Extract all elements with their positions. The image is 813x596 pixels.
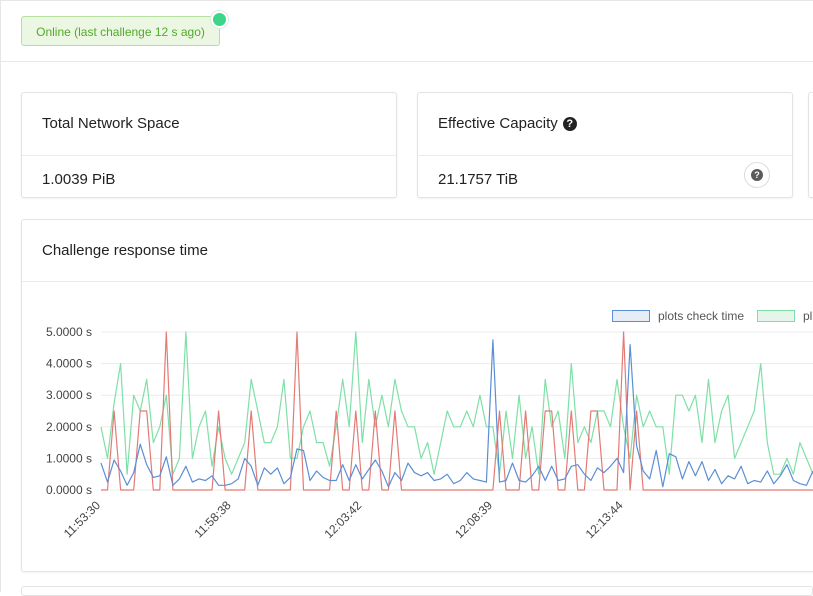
- series-line-series-2[interactable]: [101, 331, 813, 491]
- status-badge: Online (last challenge 12 s ago): [21, 16, 220, 46]
- series-line-pl[interactable]: [100, 331, 813, 475]
- x-tick-label: 11:53:30: [61, 498, 104, 541]
- x-tick-label: 11:58:38: [191, 498, 234, 541]
- top-border: [0, 0, 813, 1]
- offscreen-card: [808, 92, 813, 198]
- network-space-title: Total Network Space: [42, 115, 180, 132]
- chart-grid: [101, 331, 813, 491]
- effective-capacity-card: Effective Capacity? 21.1757 TiB ?: [417, 92, 793, 198]
- y-tick-label: 4.0000 s: [46, 357, 92, 371]
- effective-capacity-heading: Effective Capacity?: [438, 115, 577, 132]
- left-border: [0, 0, 1, 592]
- y-tick-label: 0.0000 s: [46, 483, 92, 497]
- legend-swatch-plots-check-time[interactable]: [612, 310, 650, 322]
- x-tick-label: 12:03:42: [321, 498, 364, 541]
- y-tick-label: 3.0000 s: [46, 388, 92, 402]
- x-tick-label: 12:13:44: [583, 498, 626, 541]
- legend-label-pl[interactable]: pl: [803, 309, 813, 323]
- question-icon: ?: [751, 169, 763, 181]
- y-tick-label: 5.0000 s: [46, 325, 92, 339]
- legend-swatch-pl[interactable]: [757, 310, 795, 322]
- capacity-help-button[interactable]: ?: [744, 162, 770, 188]
- status-divider: [0, 61, 813, 62]
- y-tick-label: 1.0000 s: [46, 451, 92, 465]
- y-tick-label: 2.0000 s: [46, 420, 92, 434]
- network-space-value: 1.0039 PiB: [42, 171, 116, 188]
- card-divider: [22, 155, 396, 156]
- network-space-card: Total Network Space 1.0039 PiB: [21, 92, 397, 198]
- question-circle-icon[interactable]: ?: [562, 117, 577, 131]
- card-divider: [22, 281, 813, 282]
- next-card-edge: [21, 586, 813, 596]
- effective-capacity-title: Effective Capacity: [438, 115, 558, 132]
- legend-label-plots-check-time[interactable]: plots check time: [658, 309, 745, 323]
- x-axis-ticks: 11:53:30 11:58:38 12:03:42 12:08:39 12:13:44: [61, 498, 626, 541]
- online-indicator-dot: [211, 11, 228, 28]
- x-tick-label: 12:08:39: [452, 498, 495, 541]
- series-line-plots-check-time[interactable]: [100, 339, 813, 488]
- chart-series: [100, 331, 813, 491]
- y-axis-ticks: 5.0000 s 4.0000 s 3.0000 s 2.0000 s 1.0000 s…: [46, 325, 92, 497]
- card-divider: [418, 155, 792, 156]
- effective-capacity-value: 21.1757 TiB: [438, 171, 519, 188]
- challenge-response-title: Challenge response time: [42, 242, 208, 259]
